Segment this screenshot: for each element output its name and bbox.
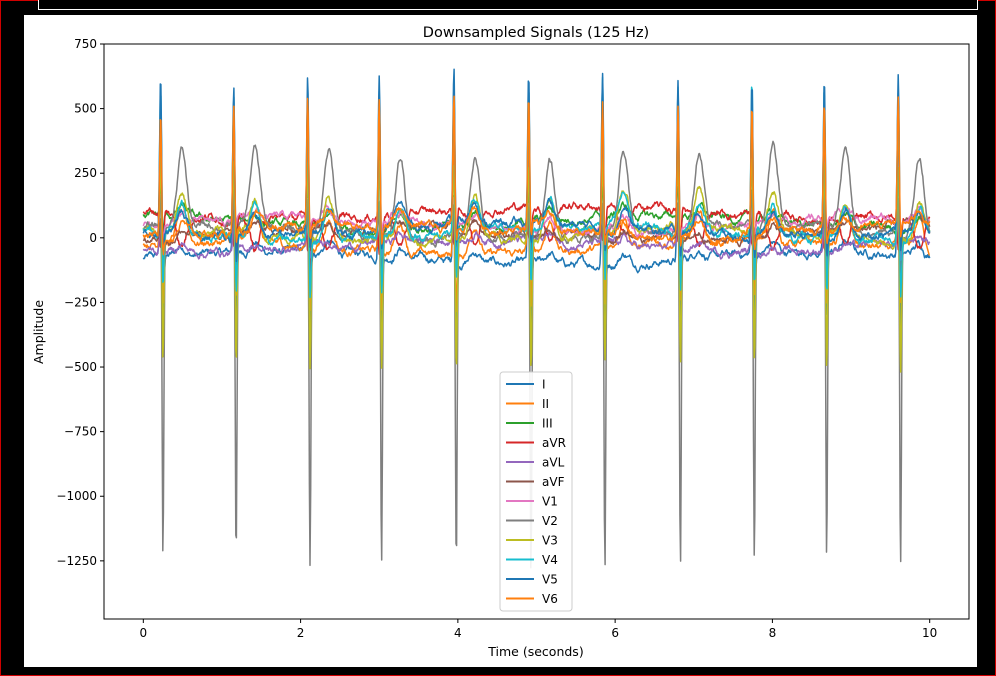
y-tick-label: −500 — [64, 360, 97, 374]
chart-title: Downsampled Signals (125 Hz) — [423, 25, 649, 41]
legend-label-i: I — [542, 378, 546, 392]
legend-label-avf: aVF — [542, 475, 565, 489]
legend-label-avl: aVL — [542, 456, 565, 470]
x-tick-label: 4 — [454, 626, 462, 640]
legend-label-ii: II — [542, 397, 549, 411]
x-axis: 0 2 4 6 8 10 — [139, 619, 937, 640]
y-tick-label: 500 — [74, 102, 97, 116]
legend-label-avr: aVR — [542, 436, 566, 450]
legend-label-v3: V3 — [542, 534, 558, 548]
y-tick-label: 0 — [89, 231, 97, 245]
y-tick-label: −1000 — [56, 489, 97, 503]
y-axis: 750 500 250 0 −250 −500 −750 −1000 −1250 — [56, 37, 104, 568]
legend-label-v4: V4 — [542, 553, 558, 567]
chart-svg: 0 2 4 6 8 10 750 500 250 0 −250 −500 −750 −1000 −1250… — [31, 25, 970, 659]
series-line-i — [142, 105, 931, 340]
legend-label-v5: V5 — [542, 573, 558, 587]
y-tick-label: −1250 — [56, 554, 97, 568]
legend-label-v2: V2 — [542, 514, 558, 528]
figure-canvas: 0 2 4 6 8 10 750 500 250 0 −250 −500 −750 −1000 −1250… — [24, 15, 977, 667]
series-line-avr — [142, 201, 931, 276]
legend-box — [499, 371, 573, 612]
y-axis-label: Amplitude — [31, 300, 46, 364]
x-tick-label: 0 — [139, 626, 147, 640]
series-line-v3 — [142, 157, 931, 373]
series-line-v2 — [142, 140, 931, 569]
legend-label-iii: III — [542, 417, 553, 431]
x-axis-label: Time (seconds) — [487, 644, 583, 659]
top-strip — [38, 0, 978, 10]
y-tick-label: 750 — [74, 37, 97, 51]
y-tick-label: −250 — [64, 295, 97, 309]
legend-label-v1: V1 — [542, 495, 558, 509]
series-layer — [142, 68, 931, 569]
x-tick-label: 8 — [769, 626, 777, 640]
plot-area-frame — [103, 43, 970, 620]
y-tick-label: 250 — [74, 166, 97, 180]
y-tick-label: −750 — [64, 425, 97, 439]
series-line-v4 — [142, 76, 930, 299]
series-line-v6 — [142, 95, 931, 256]
x-tick-label: 2 — [297, 626, 305, 640]
x-tick-label: 10 — [922, 626, 937, 640]
legend-label-v6: V6 — [542, 592, 558, 606]
x-tick-label: 6 — [611, 626, 619, 640]
